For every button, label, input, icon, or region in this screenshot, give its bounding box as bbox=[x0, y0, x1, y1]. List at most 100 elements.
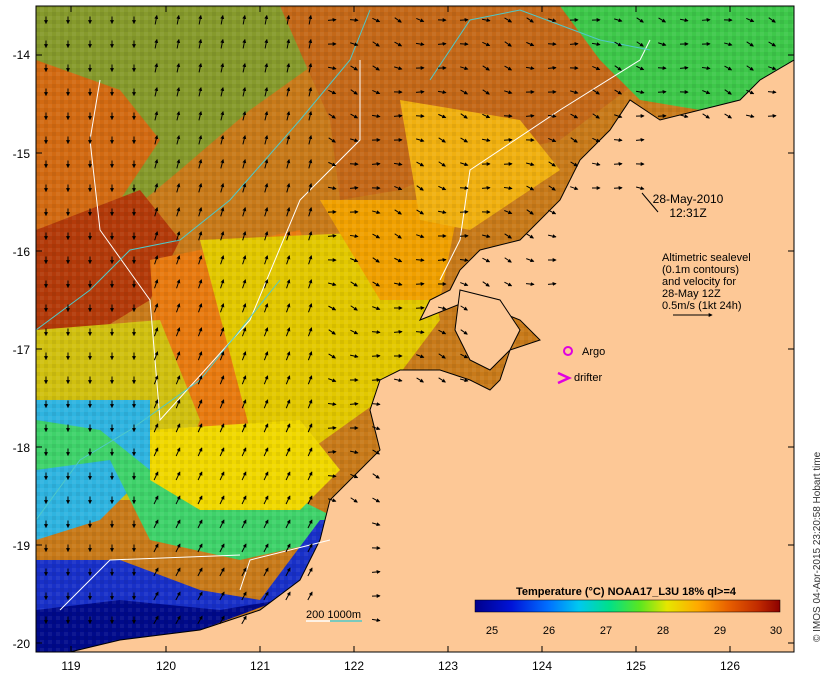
velocity-arrow bbox=[153, 351, 159, 361]
date-label: 28-May-2010 bbox=[653, 192, 724, 206]
velocity-arrow bbox=[241, 447, 247, 457]
velocity-arrow bbox=[175, 567, 181, 577]
velocity-arrow bbox=[371, 402, 381, 407]
lat-tick-label: -15 bbox=[13, 147, 31, 161]
velocity-arrow bbox=[153, 327, 159, 337]
velocity-arrow bbox=[482, 234, 491, 239]
velocity-arrow bbox=[724, 89, 732, 95]
altimetry-line-3: and velocity for bbox=[662, 276, 736, 288]
velocity-arrow bbox=[197, 519, 203, 529]
velocity-arrow bbox=[175, 351, 181, 361]
velocity-arrow bbox=[504, 233, 512, 239]
velocity-arrow bbox=[197, 495, 203, 505]
velocity-arrow bbox=[219, 519, 225, 529]
velocity-arrow bbox=[197, 543, 203, 553]
velocity-arrow bbox=[416, 161, 425, 167]
velocity-arrow bbox=[503, 186, 513, 191]
velocity-arrow bbox=[371, 114, 381, 119]
velocity-arrow bbox=[242, 159, 247, 169]
velocity-arrow bbox=[570, 90, 579, 95]
velocity-arrow bbox=[327, 17, 337, 22]
lon-tick-label: 123 bbox=[438, 659, 458, 673]
velocity-arrow bbox=[175, 543, 181, 553]
velocity-arrow bbox=[350, 473, 359, 479]
velocity-arrow bbox=[308, 207, 313, 217]
velocity-arrow bbox=[308, 183, 313, 193]
velocity-arrow bbox=[241, 495, 247, 505]
velocity-arrow bbox=[176, 62, 181, 73]
velocity-arrow bbox=[768, 41, 777, 47]
velocity-arrow bbox=[197, 591, 203, 601]
velocity-arrow bbox=[241, 471, 247, 481]
velocity-arrow bbox=[372, 426, 381, 431]
velocity-arrow bbox=[350, 305, 358, 311]
velocity-arrow bbox=[264, 159, 269, 169]
velocity-arrow bbox=[264, 231, 269, 241]
axis-ticks bbox=[36, 6, 794, 652]
velocity-arrow bbox=[264, 14, 269, 25]
velocity-arrow bbox=[153, 399, 159, 409]
velocity-arrow bbox=[219, 351, 225, 361]
velocity-arrow bbox=[198, 183, 203, 193]
velocity-arrow bbox=[198, 14, 203, 25]
velocity-arrow bbox=[307, 375, 313, 385]
velocity-arrow bbox=[241, 519, 247, 529]
lat-tick-labels: -14 -15 -16 -17 -18 -19 -20 bbox=[13, 48, 31, 651]
velocity-arrow bbox=[526, 41, 535, 47]
velocity-arrow bbox=[680, 114, 689, 119]
velocity-arrow bbox=[394, 41, 403, 47]
velocity-arrow bbox=[219, 375, 225, 385]
velocity-arrow bbox=[416, 234, 425, 239]
velocity-arrow bbox=[459, 258, 469, 263]
velocity-arrow bbox=[328, 329, 336, 335]
velocity-arrow bbox=[460, 113, 468, 119]
velocity-arrow bbox=[264, 134, 269, 145]
velocity-arrow bbox=[308, 110, 313, 121]
velocity-arrow bbox=[328, 137, 336, 143]
velocity-arrow bbox=[176, 255, 181, 265]
velocity-arrow bbox=[219, 615, 225, 625]
velocity-arrow bbox=[372, 210, 381, 215]
velocity-arrow bbox=[328, 89, 337, 95]
colorbar-tick: 29 bbox=[714, 625, 726, 637]
velocity-arrow bbox=[372, 65, 380, 71]
velocity-arrow bbox=[767, 113, 777, 118]
velocity-arrow bbox=[592, 65, 601, 71]
velocity-arrow bbox=[307, 519, 313, 529]
altimetry-line-5: 0.5m/s (1kt 24h) bbox=[662, 300, 741, 312]
velocity-arrow bbox=[175, 327, 181, 337]
velocity-arrow bbox=[350, 258, 359, 263]
velocity-arrow bbox=[220, 303, 225, 313]
velocity-arrow bbox=[525, 113, 535, 118]
lat-tick-label: -19 bbox=[13, 539, 31, 553]
velocity-arrow bbox=[286, 207, 291, 217]
velocity-arrow bbox=[153, 471, 159, 481]
velocity-arrow bbox=[657, 89, 667, 94]
velocity-arrow bbox=[636, 65, 645, 71]
land-peninsula bbox=[454, 289, 521, 371]
velocity-arrow bbox=[154, 255, 159, 265]
velocity-arrow bbox=[371, 161, 381, 166]
velocity-arrow bbox=[198, 279, 203, 289]
depth-contour-200m-3 bbox=[439, 39, 651, 281]
velocity-arrow bbox=[263, 351, 269, 361]
lat-tick-label: -18 bbox=[13, 441, 31, 455]
lon-tick-label: 125 bbox=[626, 659, 646, 673]
velocity-arrow bbox=[153, 519, 159, 529]
velocity-arrow bbox=[241, 615, 247, 625]
velocity-arrow bbox=[263, 375, 269, 385]
velocity-arrow bbox=[154, 62, 159, 73]
velocity-arrow bbox=[437, 257, 447, 262]
velocity-arrow bbox=[482, 89, 490, 95]
velocity-arrow bbox=[176, 110, 181, 121]
velocity-arrow bbox=[482, 41, 491, 47]
velocity-arrow bbox=[286, 183, 291, 193]
velocity-arrow bbox=[308, 86, 313, 97]
velocity-arrow bbox=[569, 41, 579, 46]
velocity-arrow bbox=[286, 255, 291, 265]
colorbar bbox=[474, 599, 781, 613]
velocity-arrow bbox=[437, 210, 447, 215]
velocity-arrow bbox=[263, 327, 269, 337]
velocity-arrow bbox=[153, 615, 159, 625]
velocity-arrow bbox=[437, 306, 447, 311]
